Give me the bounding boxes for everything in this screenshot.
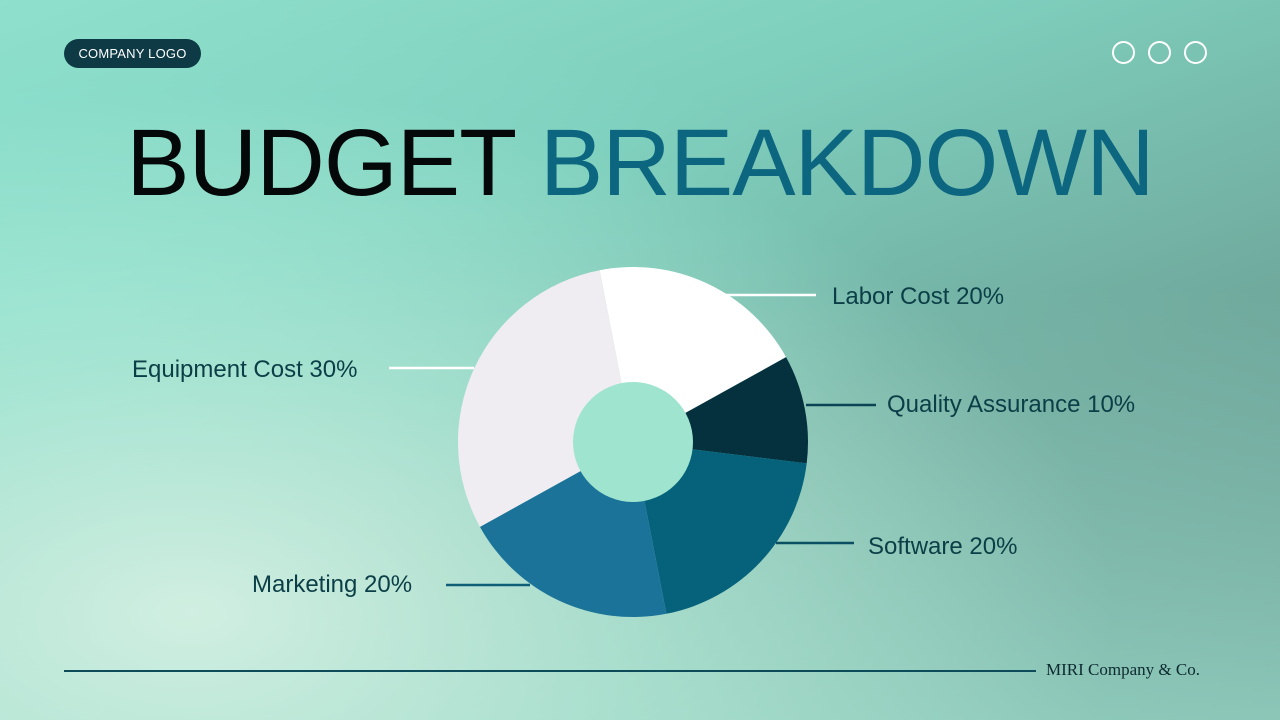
company-logo: COMPANY LOGO (64, 39, 201, 68)
nav-dots (1112, 41, 1207, 64)
donut-hole (573, 382, 693, 502)
label-software: Software 20% (868, 533, 1018, 560)
footer-divider (64, 670, 1036, 672)
label-marketing: Marketing 20% (252, 571, 413, 598)
label-equipment: Equipment Cost 30% (132, 356, 358, 383)
title-part-1: BUDGET (126, 110, 515, 216)
circle-icon (1184, 41, 1207, 64)
label-qa: Quality Assurance 10% (887, 391, 1136, 418)
company-logo-label: COMPANY LOGO (78, 46, 187, 61)
label-labor: Labor Cost 20% (832, 283, 1005, 310)
footer-company: MIRI Company & Co. (1046, 660, 1200, 679)
circle-icon (1112, 41, 1135, 64)
page-title: BUDGET BREAKDOWN (0, 108, 1280, 218)
slice-software (633, 442, 807, 614)
title-part-2: BREAKDOWN (539, 110, 1155, 216)
circle-icon (1148, 41, 1171, 64)
